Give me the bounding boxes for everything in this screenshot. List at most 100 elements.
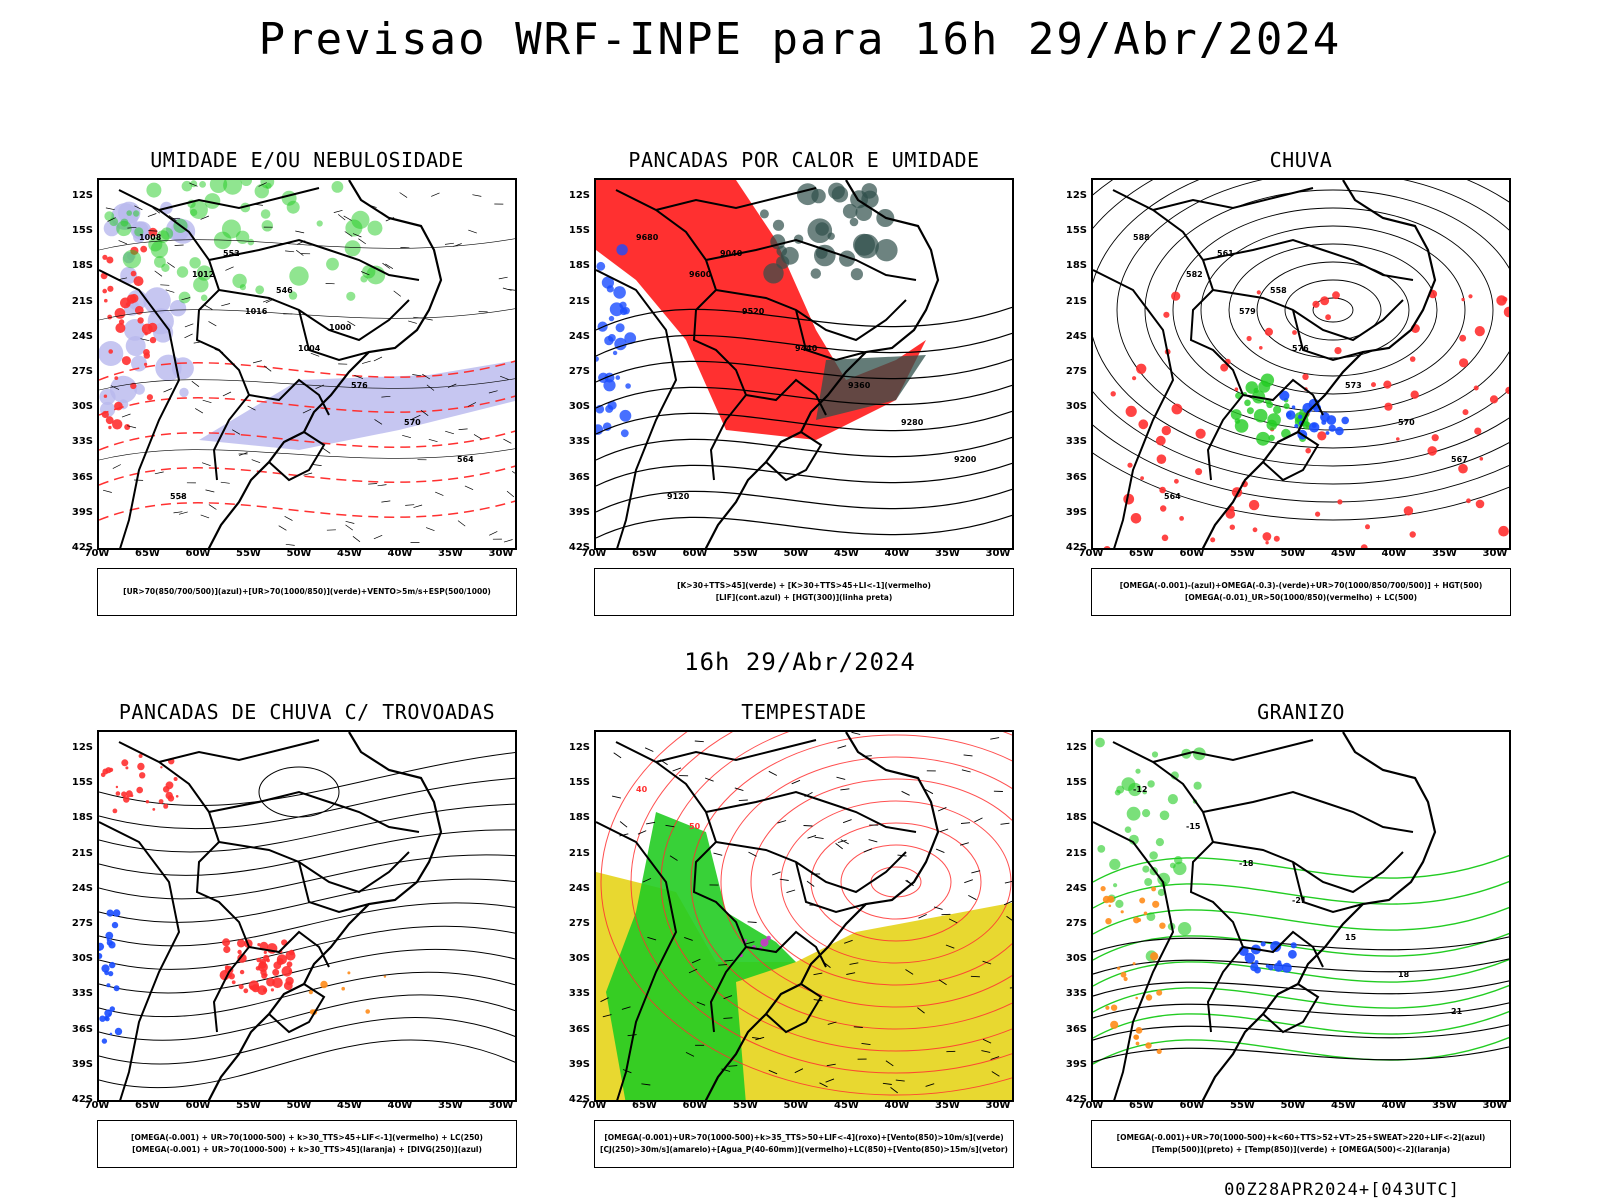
lat-tick-label: 30S: [71, 401, 93, 413]
lat-tick-label: 33S: [568, 436, 590, 448]
contour-label: 573: [1345, 381, 1362, 390]
lon-tick-label: 35W: [935, 548, 960, 559]
contour-label: 579: [1239, 307, 1256, 316]
lon-tick-label: 70W: [1078, 1100, 1104, 1111]
contour-label: 50: [689, 822, 701, 831]
panel-title-6: GRANIZO: [1257, 700, 1345, 724]
contour-label: 561: [1217, 249, 1234, 258]
legend-line: [Temp(500)](preto) + [Temp(850)](verde) …: [1151, 1145, 1451, 1154]
lat-tick-label: 27S: [568, 366, 590, 377]
lat-tick-label: 18S: [71, 812, 93, 824]
lon-tick-label: 45W: [834, 1100, 859, 1111]
lat-tick-label: 42S: [1065, 542, 1087, 553]
contour-label: 1016: [245, 307, 268, 316]
lat-tick-label: 24S: [568, 330, 590, 342]
legend-box-1: [UR>70(850/700/500)](azul)+[UR>70(1000/8…: [97, 568, 517, 616]
lat-tick-label: 33S: [1065, 988, 1087, 1000]
lon-tick-label: 60W: [682, 1100, 708, 1111]
legend-line: [OMEGA(-0.001) + UR>70(1000-500) + k>30_…: [131, 1133, 483, 1142]
lat-tick-label: 27S: [1065, 918, 1087, 929]
lon-tick-label: 65W: [135, 1100, 160, 1111]
legend-line: [OMEGA(-0.001)+UR>70(1000-500)+k>35_TTS>…: [604, 1133, 1004, 1142]
contour-label: 552: [223, 249, 240, 258]
contour-label: 558: [170, 492, 187, 501]
mid-title: 16h 29/Abr/2024: [684, 648, 916, 676]
lat-tick-label: 12S: [568, 190, 590, 201]
lon-tick-label: 45W: [1331, 1100, 1356, 1111]
lon-tick-label: 30W: [985, 548, 1011, 559]
lat-tick-label: 36S: [71, 471, 93, 483]
contour-label: 588: [1133, 233, 1150, 242]
lon-tick-label: 70W: [84, 548, 110, 559]
contour-label: 1012: [192, 270, 214, 279]
lon-tick-label: 40W: [387, 548, 413, 559]
contour-label: -12: [1133, 785, 1147, 794]
map-panel-6: -12 -15 -18 -21 15 18 21: [1091, 730, 1511, 1102]
legend-line: [OMEGA(-0.001)-(azul)+OMEGA(-0.3)-(verde…: [1119, 581, 1483, 590]
lat-tick-label: 21S: [71, 295, 93, 307]
lon-tick-label: 45W: [1331, 548, 1356, 559]
contour-label: 9600: [689, 270, 712, 279]
lat-tick-label: 18S: [568, 812, 590, 824]
panel-title-3: CHUVA: [1269, 148, 1333, 172]
legend-line: [CJ(250)>30m/s](amarelo)+[Agua_P(40-60mm…: [600, 1145, 1008, 1154]
lon-tick-label: 50W: [783, 1100, 809, 1111]
contour-label: 558: [1270, 286, 1287, 295]
lat-tick-label: 24S: [71, 882, 93, 894]
lat-tick-label: 15S: [71, 225, 93, 237]
legend-box-3: [OMEGA(-0.001)-(azul)+OMEGA(-0.3)-(verde…: [1091, 568, 1511, 616]
lat-tick-label: 30S: [1065, 401, 1087, 413]
contour-label: 546: [276, 286, 293, 295]
lat-tick-label: 27S: [71, 918, 93, 929]
lat-tick-label: 30S: [1065, 953, 1087, 965]
legend-line: [LIF](cont.azul) + [HGT(300)](linha pret…: [715, 593, 893, 602]
lat-tick-label: 33S: [568, 988, 590, 1000]
footer-run-id: 00Z28APR2024+[043UTC]: [1224, 1180, 1460, 1200]
lat-tick-label: 21S: [568, 847, 590, 859]
lon-tick-label: 40W: [884, 548, 910, 559]
contour-label: 567: [1451, 455, 1468, 464]
lon-tick-label: 55W: [1230, 1100, 1255, 1111]
contour-label: 1000: [329, 323, 352, 332]
lat-tick-label: 33S: [71, 436, 93, 448]
lon-tick-label: 35W: [935, 1100, 960, 1111]
lon-tick-label: 55W: [1230, 548, 1255, 559]
lat-tick-label: 12S: [71, 190, 93, 201]
contour-label: 9520: [742, 307, 765, 316]
map-panel-2: 9680 9600 9520 9440 9360 9280 9200 9120 9040: [594, 178, 1014, 550]
lon-tick-label: 35W: [438, 1100, 463, 1111]
contour-label: 18: [1398, 970, 1410, 979]
contour-label: 570: [404, 418, 421, 427]
lon-tick-label: 50W: [286, 1100, 312, 1111]
lat-tick-label: 24S: [71, 330, 93, 342]
lat-tick-label: 42S: [71, 542, 93, 553]
contour-label: 9280: [901, 418, 924, 427]
lat-tick-label: 36S: [1065, 1023, 1087, 1035]
lon-tick-label: 55W: [236, 1100, 261, 1111]
map-panel-3: 588 582 579 576 573 570 567 564 561 558: [1091, 178, 1511, 550]
legend-line: [OMEGA(-0.001) + UR>70(1000-500) + k>30_…: [132, 1145, 482, 1154]
lat-tick-label: 15S: [71, 777, 93, 789]
contour-label: 21: [1451, 1007, 1463, 1016]
legend-line: [OMEGA(-0.001)+UR>70(1000-500)+k<60+TTS>…: [1116, 1133, 1486, 1142]
lon-tick-label: 30W: [1482, 1100, 1508, 1111]
contour-label: 15: [1345, 933, 1357, 942]
lat-tick-label: 24S: [1065, 330, 1087, 342]
lon-tick-label: 30W: [488, 1100, 514, 1111]
lon-tick-label: 50W: [783, 548, 809, 559]
lat-tick-label: 12S: [1065, 190, 1087, 201]
contour-label: 9120: [667, 492, 690, 501]
lat-tick-label: 39S: [1065, 1058, 1087, 1070]
lon-tick-label: 70W: [581, 1100, 607, 1111]
lon-tick-label: 70W: [581, 548, 607, 559]
lat-tick-label: 36S: [1065, 471, 1087, 483]
lat-tick-label: 24S: [568, 882, 590, 894]
contour-label: 570: [1398, 418, 1415, 427]
contour-label: 9200: [954, 455, 977, 464]
contour-label: -18: [1239, 859, 1254, 868]
contour-label: 564: [1164, 492, 1181, 501]
lat-tick-label: 21S: [71, 847, 93, 859]
lat-tick-label: 12S: [71, 742, 93, 753]
legend-box-6: [OMEGA(-0.001)+UR>70(1000-500)+k<60+TTS>…: [1091, 1120, 1511, 1168]
lon-tick-label: 35W: [1432, 1100, 1457, 1111]
